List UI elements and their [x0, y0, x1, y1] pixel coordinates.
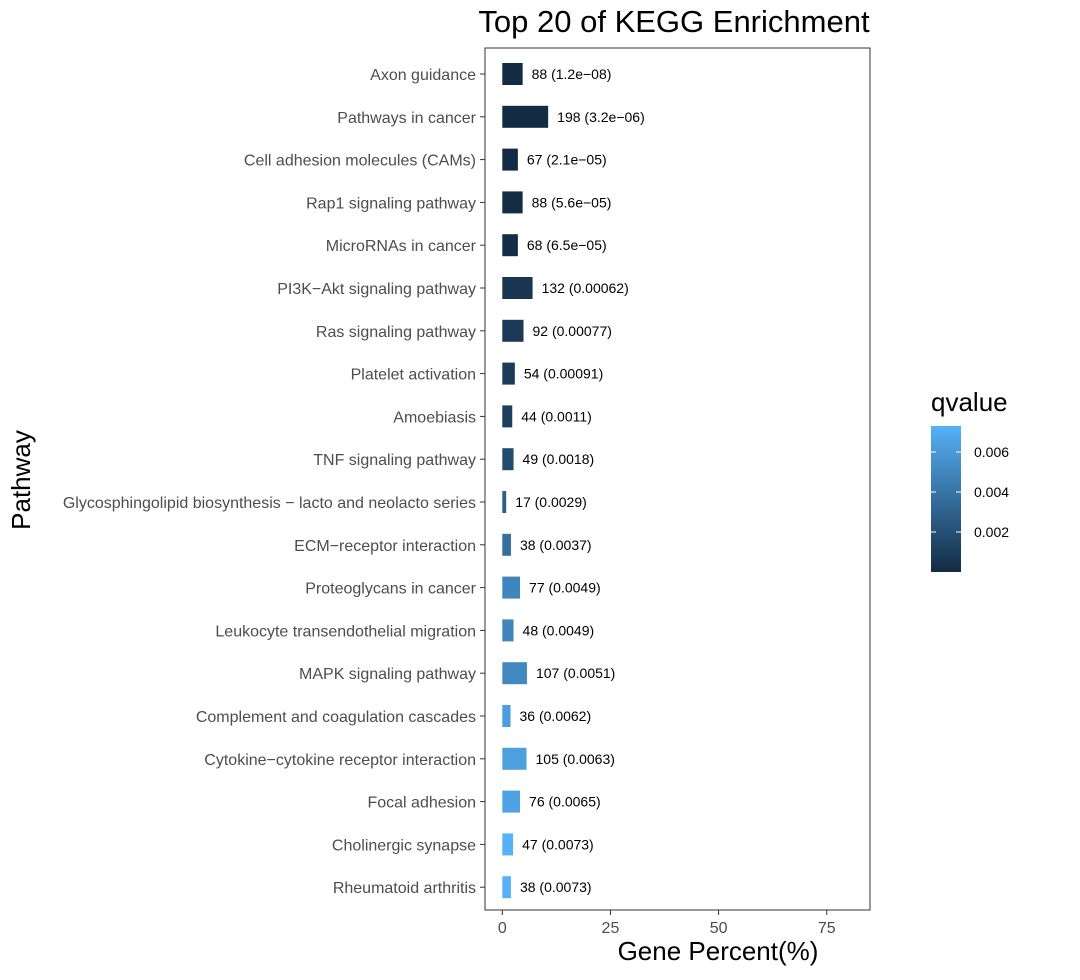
bar-labels: 88 (1.2e−08) 198 (3.2e−06) 67 (2.1e−05) 88 …	[515, 66, 645, 895]
pathway-label: PI3K−Akt signaling pathway	[277, 281, 476, 298]
bar-data-label: 54 (0.00091)	[524, 366, 603, 382]
legend-ticks: 0.002 0.004 0.006	[931, 444, 1009, 540]
bar	[502, 662, 527, 685]
legend-colorbar	[931, 426, 961, 572]
bar	[502, 362, 515, 385]
bar	[502, 63, 523, 85]
pathway-label: Glycosphingolipid biosynthesis − lacto a…	[63, 495, 476, 512]
bar-data-label: 48 (0.0049)	[523, 622, 595, 638]
bar-data-label: 107 (0.0051)	[536, 665, 615, 681]
bar	[502, 790, 521, 813]
x-axis: 0 25 50 75	[498, 910, 836, 937]
y-axis-labels: Axon guidance Pathways in cancer Cell adhe…	[63, 67, 485, 897]
bar	[502, 148, 518, 171]
pathway-label: MicroRNAs in cancer	[326, 238, 477, 255]
x-tick-label: 25	[602, 920, 620, 937]
bar	[502, 277, 533, 299]
bar-data-label: 44 (0.0011)	[521, 408, 592, 424]
bar-data-label: 38 (0.0073)	[520, 879, 592, 895]
bar	[502, 405, 513, 428]
bar	[502, 319, 524, 342]
pathway-label: Leukocyte transendothelial migration	[215, 623, 476, 640]
bar-data-label: 47 (0.0073)	[522, 836, 594, 852]
bar-data-label: 76 (0.0065)	[529, 794, 601, 810]
bar-data-label: 105 (0.0063)	[536, 751, 615, 767]
legend-title: qvalue	[931, 387, 1008, 417]
bar	[502, 191, 523, 214]
bar-data-label: 88 (5.6e−05)	[532, 194, 612, 210]
bar	[502, 833, 514, 856]
pathway-label: ECM−receptor interaction	[294, 538, 476, 555]
legend: qvalue 0.002 0.004 0.006	[931, 387, 1009, 572]
pathway-label: Ras signaling pathway	[316, 324, 476, 341]
pathway-label: Cholinergic synapse	[332, 837, 476, 854]
pathway-label: Proteoglycans in cancer	[305, 581, 476, 598]
pathway-label: Pathways in cancer	[337, 110, 476, 127]
chart-title: Top 20 of KEGG Enrichment	[478, 4, 870, 39]
bar-data-label: 132 (0.00062)	[542, 280, 629, 296]
bar-data-label: 198 (3.2e−06)	[557, 109, 645, 125]
bar	[502, 105, 549, 128]
pathway-label: MAPK signaling pathway	[299, 666, 476, 683]
pathway-label: Platelet activation	[351, 367, 476, 384]
plot-panel	[484, 47, 871, 911]
y-axis-title: Pathway	[6, 430, 36, 530]
pathway-label: Rheumatoid arthritis	[333, 880, 476, 897]
pathway-label: Rap1 signaling pathway	[306, 195, 476, 212]
bar-data-label: 17 (0.0029)	[515, 494, 587, 510]
bar-data-label: 68 (6.5e−05)	[527, 237, 607, 253]
bar	[502, 747, 527, 770]
bar	[502, 619, 514, 642]
x-tick-label: 0	[498, 920, 507, 937]
bar-data-label: 88 (1.2e−08)	[532, 66, 612, 82]
bar-data-label: 92 (0.00077)	[533, 323, 612, 339]
bar-data-label: 36 (0.0062)	[520, 708, 592, 724]
legend-tick-label: 0.006	[974, 444, 1009, 460]
bar	[502, 533, 511, 556]
x-axis-title: Gene Percent(%)	[618, 936, 819, 966]
bar	[502, 234, 518, 257]
x-tick-label: 50	[710, 920, 728, 937]
bar-data-label: 67 (2.1e−05)	[527, 152, 607, 168]
pathway-label: Amoebiasis	[393, 409, 476, 426]
bars	[502, 63, 549, 899]
pathway-label: Focal adhesion	[367, 795, 476, 812]
bar-data-label: 49 (0.0018)	[523, 451, 595, 467]
legend-tick-label: 0.002	[974, 524, 1009, 540]
pathway-label: Axon guidance	[370, 67, 476, 84]
legend-tick-label: 0.004	[974, 484, 1009, 500]
x-tick-label: 75	[818, 920, 836, 937]
bar-data-label: 77 (0.0049)	[529, 580, 601, 596]
bar	[502, 576, 521, 599]
pathway-label: Cell adhesion molecules (CAMs)	[244, 153, 476, 170]
bar	[502, 448, 514, 471]
bar	[502, 876, 511, 899]
bar	[502, 491, 507, 513]
bar	[502, 705, 511, 727]
pathway-label: Complement and coagulation cascades	[196, 709, 476, 726]
bar-data-label: 38 (0.0037)	[520, 537, 592, 553]
pathway-label: Cytokine−cytokine receptor interaction	[204, 752, 476, 769]
pathway-label: TNF signaling pathway	[313, 452, 476, 469]
